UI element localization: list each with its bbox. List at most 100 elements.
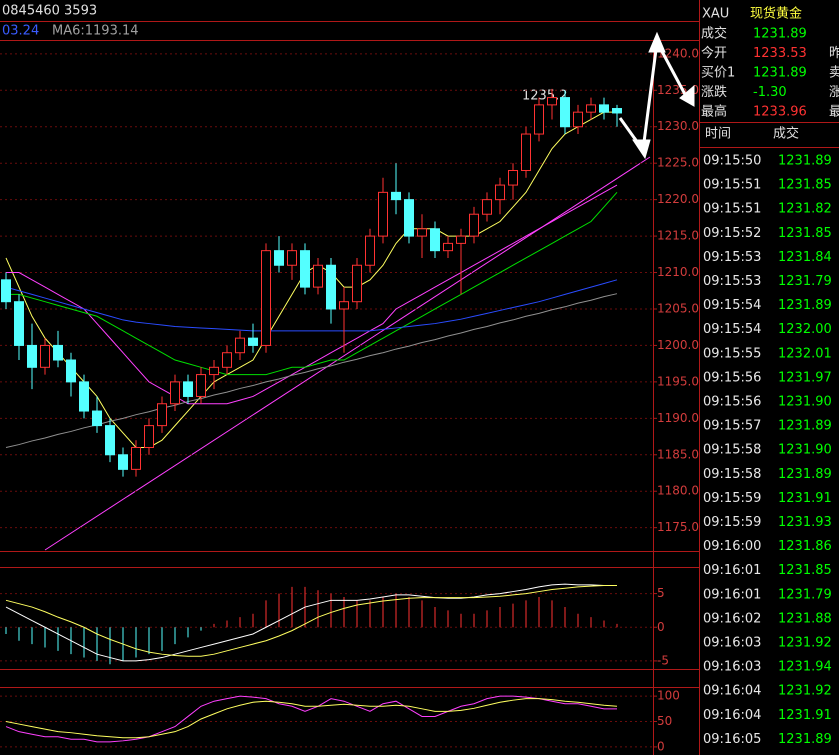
candle-body <box>508 169 518 186</box>
trade-time: 09:15:50 <box>703 154 761 169</box>
annotation-arrows <box>618 31 695 160</box>
candle-body <box>92 410 102 427</box>
candle-body <box>482 199 492 215</box>
quote-value: 1231.89 <box>753 27 807 42</box>
quote-extra: 昨 <box>829 46 839 61</box>
trade-time: 09:16:05 <box>703 732 761 747</box>
candle-body <box>27 344 37 368</box>
quote-label: 最高 <box>701 104 727 120</box>
trade-price: 1231.91 <box>778 491 832 506</box>
candle-body <box>391 191 401 201</box>
trade-price: 1231.86 <box>778 539 832 554</box>
candle-body <box>599 104 609 113</box>
indicator-line <box>5 111 617 448</box>
trade-price: 1231.89 <box>778 154 832 169</box>
trade-price: 1231.85 <box>778 178 832 193</box>
candle-body <box>287 250 297 266</box>
y-tick-label: 1225.0 <box>657 156 699 170</box>
trade-price: 1231.88 <box>778 611 832 626</box>
quote-label: 买价1 <box>701 66 735 81</box>
candle-body <box>40 344 50 368</box>
trade-time: 09:15:52 <box>703 226 761 241</box>
ma-value: 03.24 <box>2 24 39 39</box>
trade-price: 1231.97 <box>778 370 832 385</box>
trades-header: 成交 <box>773 126 799 142</box>
candle-body <box>378 191 388 237</box>
trade-time: 09:15:56 <box>703 370 761 385</box>
trade-time: 09:15:54 <box>703 298 761 313</box>
quote-extra: 最 <box>829 105 839 120</box>
y-tick-label: 0 <box>657 739 665 753</box>
candle-body <box>521 133 531 171</box>
y-tick-label: 0 <box>657 620 665 634</box>
trade-time: 09:16:04 <box>703 684 761 699</box>
quote-extra: 涨 <box>829 85 839 100</box>
candle-body <box>612 108 622 114</box>
candle-body <box>456 235 466 244</box>
candle-body <box>404 199 414 237</box>
candle-body <box>313 264 323 288</box>
trade-price: 1231.89 <box>778 298 832 313</box>
trade-price: 1231.85 <box>778 563 832 578</box>
trade-price: 1231.79 <box>778 587 832 602</box>
trade-time: 09:15:57 <box>703 419 761 434</box>
candle-body <box>118 454 128 470</box>
candle-body <box>495 184 505 201</box>
indicator-line <box>6 192 618 376</box>
candle-body <box>1 279 11 303</box>
y-tick-label: 1230.0 <box>657 119 699 133</box>
quote-value: 1233.96 <box>753 105 807 120</box>
quote-value: 1233.53 <box>753 46 807 61</box>
candle-body <box>443 242 453 252</box>
trade-price: 1231.92 <box>778 684 832 699</box>
y-tick-label: -5 <box>657 653 669 667</box>
trade-time: 09:15:55 <box>703 346 761 361</box>
candle-body <box>547 97 557 106</box>
header-info: 0845460 3593 <box>2 4 97 19</box>
trade-price: 1231.90 <box>778 395 832 410</box>
quote-label: 涨跌 <box>701 84 727 100</box>
trade-price: 1231.90 <box>778 443 832 458</box>
candle-body <box>417 228 427 237</box>
trade-time: 09:16:04 <box>703 708 761 723</box>
trade-time: 09:15:59 <box>703 491 761 506</box>
indicator-line <box>6 184 618 405</box>
trade-time: 09:16:02 <box>703 611 761 626</box>
candle-body <box>53 344 63 361</box>
candle-body <box>430 228 440 252</box>
indicator-line <box>5 585 617 657</box>
y-tick-label: 1190.0 <box>657 411 699 425</box>
y-tick-label: 1185.0 <box>657 447 699 461</box>
trade-time: 09:15:59 <box>703 515 761 530</box>
quote-extra: 卖 <box>829 66 839 81</box>
trade-price: 1231.94 <box>778 660 832 675</box>
symbol-code: XAU <box>702 7 729 22</box>
indicator-line <box>5 279 618 332</box>
candle-body <box>560 97 570 128</box>
quote-value: 1231.89 <box>753 66 807 81</box>
candle-body <box>131 446 141 470</box>
trade-time: 09:15:53 <box>703 250 761 265</box>
indicator-line <box>5 698 618 739</box>
trade-price: 1231.89 <box>778 732 832 747</box>
indicator-line <box>5 583 617 662</box>
trend-line <box>44 156 651 551</box>
candle-body <box>573 111 583 128</box>
y-tick-label: 1200.0 <box>657 338 699 352</box>
trade-time: 09:16:01 <box>703 563 761 578</box>
trade-time: 09:15:58 <box>703 443 761 458</box>
candle-body <box>300 250 310 288</box>
y-tick-label: 50 <box>657 714 672 728</box>
trade-time: 09:15:56 <box>703 395 761 410</box>
trade-price: 1231.89 <box>778 467 832 482</box>
trade-price: 1231.79 <box>778 274 832 289</box>
candle-body <box>248 337 258 346</box>
symbol-name: 现货黄金 <box>750 6 802 22</box>
trades-header: 时间 <box>705 127 731 142</box>
trade-time: 09:15:51 <box>703 178 761 193</box>
y-tick-label: 1195.0 <box>657 374 699 388</box>
trade-price: 1231.92 <box>778 636 832 651</box>
candle-body <box>157 403 167 427</box>
trade-time: 09:15:53 <box>703 274 761 289</box>
y-tick-label: 1240.0 <box>657 46 699 60</box>
